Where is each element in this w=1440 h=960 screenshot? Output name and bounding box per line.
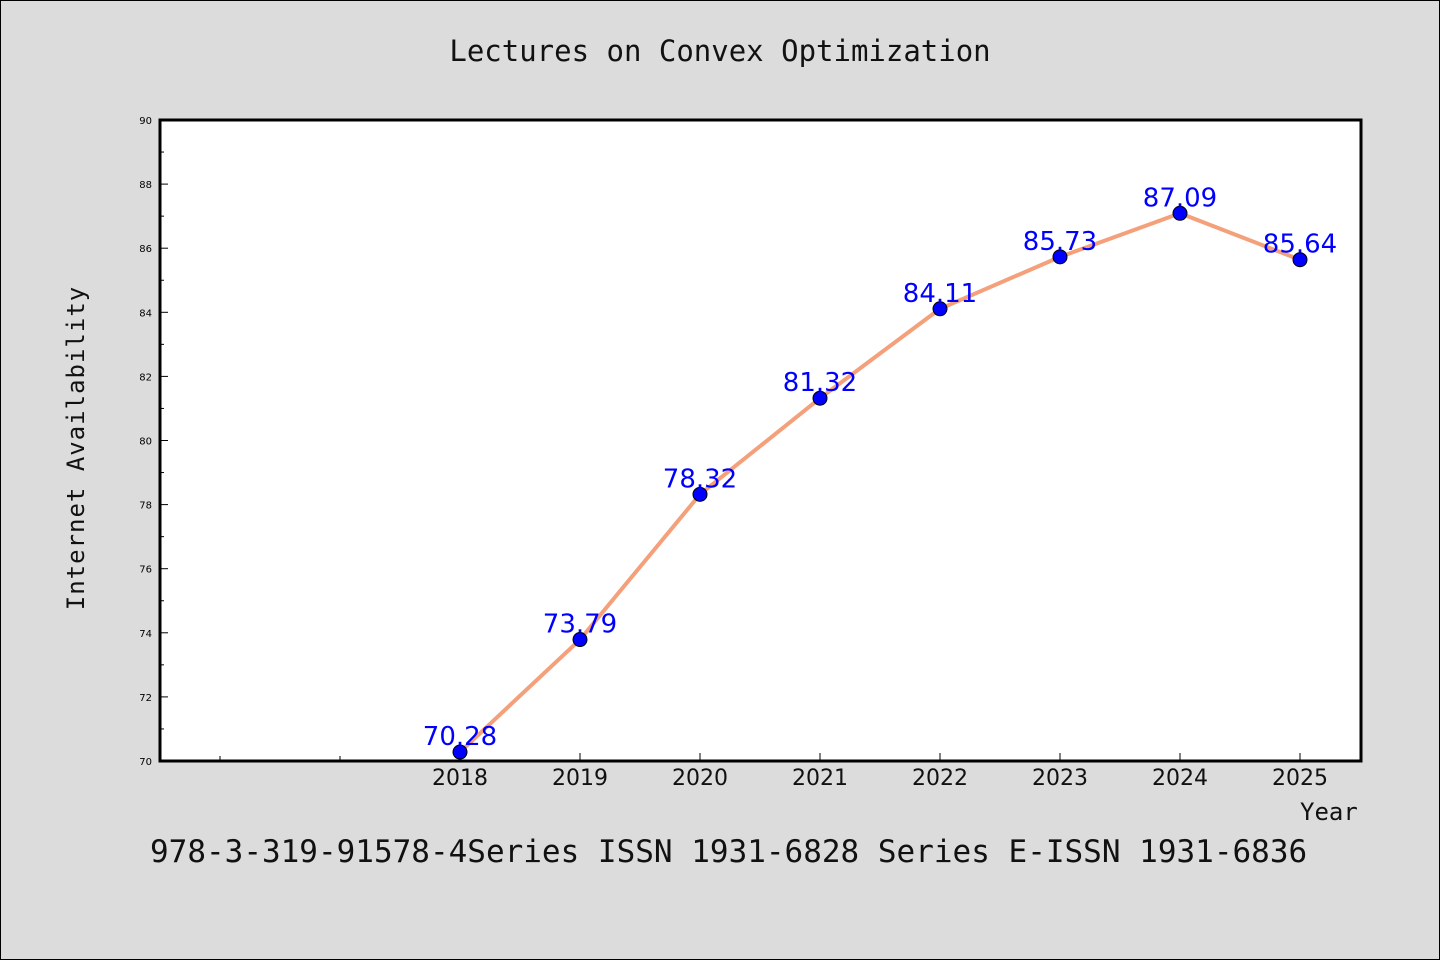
data-label-2025: 85.64: [1263, 230, 1337, 260]
y-tick-label-70: 70: [139, 757, 152, 768]
footer-text: 978-3-319-91578-4Series ISSN 1931-6828 S…: [150, 834, 1308, 870]
data-point-2024: [1172, 205, 1188, 221]
x-tick-label-2019: 2019: [552, 766, 608, 791]
data-label-2023: 85.73: [1023, 227, 1097, 257]
y-tick-label-82: 82: [139, 372, 152, 383]
x-tick-label-2021: 2021: [792, 766, 848, 791]
axes-frame: [158, 118, 1363, 763]
data-label-2018: 70.28: [423, 722, 497, 752]
x-tick-label-2024: 2024: [1152, 766, 1208, 791]
x-tick-label-2025: 2025: [1272, 766, 1328, 791]
series-line: [458, 211, 1302, 755]
data-label-2019: 73.79: [543, 610, 617, 640]
x-tick-label-2023: 2023: [1032, 766, 1088, 791]
x-tick-label-2020: 2020: [672, 766, 728, 791]
y-tick-label-84: 84: [139, 308, 152, 319]
y-tick-label-76: 76: [139, 565, 152, 576]
y-tick-label-88: 88: [139, 180, 152, 191]
data-point-2023: [1052, 249, 1068, 265]
y-tick-label-80: 80: [139, 437, 152, 448]
plot-background: [160, 120, 1361, 761]
y-tick-label-78: 78: [139, 501, 152, 512]
chart-title: Lectures on Convex Optimization: [449, 34, 991, 68]
x-tick-label-2022: 2022: [912, 766, 968, 791]
data-point-2018: [452, 744, 468, 760]
data-point-2022: [932, 301, 948, 317]
data-point-2019: [572, 632, 588, 648]
data-point-2025: [1292, 252, 1308, 268]
x-axis-label: Year: [1300, 798, 1358, 826]
data-label-2022: 84.11: [903, 279, 977, 309]
y-tick-label-86: 86: [139, 244, 152, 255]
y-tick-label-72: 72: [139, 693, 152, 704]
y-tick-label-90: 90: [139, 116, 152, 127]
data-label-2020: 78.32: [663, 464, 737, 494]
data-label-2024: 87.09: [1143, 183, 1217, 213]
x-tick-label-2018: 2018: [432, 766, 488, 791]
data-point-2020: [692, 486, 708, 502]
y-tick-label-74: 74: [139, 629, 152, 640]
data-point-2021: [812, 390, 828, 406]
data-label-2021: 81.32: [783, 368, 857, 398]
